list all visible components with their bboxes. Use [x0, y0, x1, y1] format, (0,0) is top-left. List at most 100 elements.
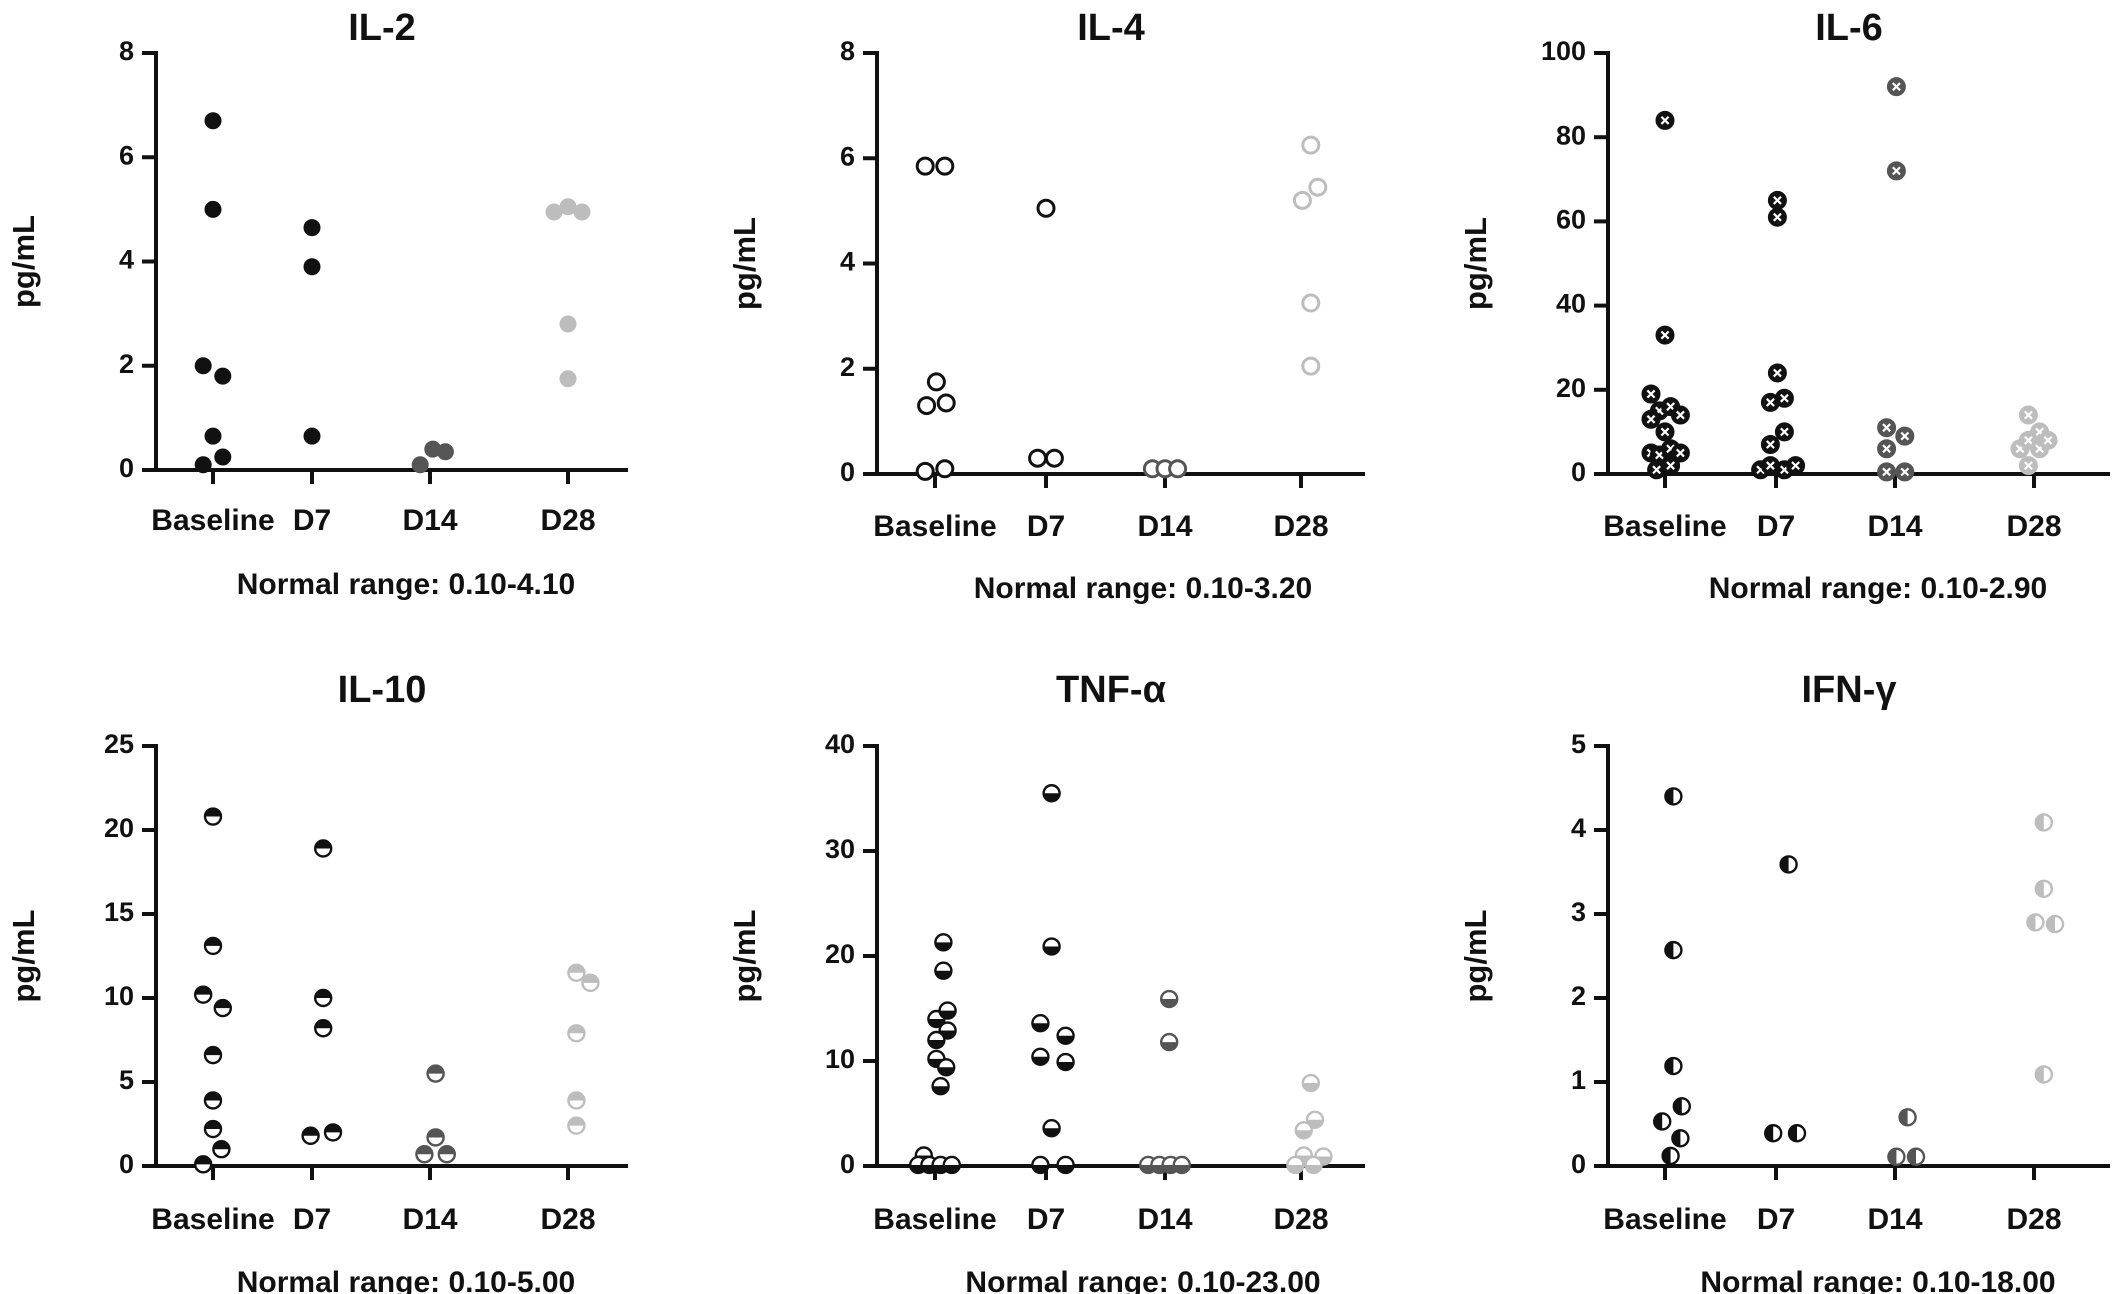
y-tick-label: 40	[1556, 289, 1586, 319]
y-tick-label: 20	[825, 939, 855, 969]
data-point-baseline	[931, 1076, 950, 1096]
y-tick-label: 5	[119, 1065, 134, 1095]
normal-range-note: Normal range: 0.10-5.00	[237, 1266, 575, 1294]
data-point-d7	[1056, 1155, 1075, 1175]
y-tick-label: 25	[104, 729, 134, 759]
y-tick-label: 0	[840, 1149, 855, 1179]
y-axis-label: pg/mL	[1458, 217, 1493, 310]
data-point-d7	[1031, 1047, 1050, 1067]
data-point-d7	[1042, 784, 1061, 803]
data-point-baseline	[203, 1119, 223, 1139]
x-tick-label: D28	[1273, 510, 1328, 543]
y-axis-label: pg/mL	[727, 217, 762, 310]
data-point-d14	[1877, 418, 1897, 438]
data-point-baseline	[193, 1155, 213, 1174]
panel-title: IL-4	[1077, 7, 1145, 49]
y-tick-label: 80	[1556, 120, 1586, 150]
x-tick-label: D7	[1027, 510, 1065, 543]
data-point-baseline	[1655, 422, 1675, 442]
x-tick-label: D28	[2006, 1203, 2061, 1236]
data-point-baseline	[204, 427, 222, 445]
data-points	[194, 112, 591, 474]
data-point-d7	[1044, 448, 1064, 468]
data-point-d28	[2038, 430, 2058, 450]
data-points	[1641, 77, 2058, 482]
y-tick-label: 3	[1571, 897, 1586, 927]
data-point-d14	[436, 443, 454, 461]
y-tick-label: 0	[840, 457, 855, 487]
data-point-baseline	[212, 1139, 231, 1159]
data-point-d28	[567, 963, 586, 982]
normal-range-note: Normal range: 0.10-23.00	[965, 1266, 1320, 1294]
y-tick-label: 0	[119, 453, 134, 483]
y-tick-label: 100	[1541, 36, 1586, 66]
y-tick-label: 10	[104, 981, 134, 1011]
data-point-d7	[303, 427, 321, 445]
panel-title: IL-6	[1815, 7, 1883, 49]
data-point-baseline	[214, 367, 232, 385]
data-point-baseline	[1661, 456, 1681, 476]
data-point-d7	[1056, 1026, 1075, 1046]
y-axis-label: pg/mL	[6, 910, 41, 1003]
data-points	[909, 784, 1333, 1175]
data-point-d7	[1056, 1052, 1075, 1072]
data-point-d28	[559, 315, 577, 333]
y-tick-label: 30	[825, 834, 855, 864]
normal-range-note: Normal range: 0.10-18.00	[1700, 1266, 2055, 1294]
x-tick-label: Baseline	[1603, 1203, 1726, 1236]
data-point-baseline	[204, 200, 222, 218]
y-tick-label: 5	[1571, 729, 1586, 759]
data-point-d14	[1877, 439, 1897, 459]
x-tick-label: Baseline	[1603, 510, 1726, 543]
data-point-d7	[1042, 937, 1061, 956]
panel-tnf: TNF-α pg/mL 0 10 20 30 40 Baseline D7 D14 D28 Norma…	[727, 669, 1365, 1294]
data-point-d28	[1294, 1121, 1314, 1140]
data-point-baseline	[203, 1045, 223, 1065]
data-point-baseline	[1641, 384, 1661, 404]
x-tick-label: D28	[540, 1203, 595, 1236]
data-points	[1652, 787, 2065, 1166]
data-point-d14	[1906, 1147, 1926, 1166]
data-point-d28	[2018, 456, 2038, 476]
normal-range-note: Normal range: 0.10-3.20	[974, 572, 1312, 605]
normal-range-note: Normal range: 0.10-2.90	[1709, 572, 2047, 605]
data-point-d28	[567, 1091, 586, 1110]
data-point-baseline	[926, 372, 946, 392]
data-point-d7	[1767, 363, 1787, 383]
data-point-baseline	[1664, 787, 1683, 806]
x-tick-label: Baseline	[151, 1203, 274, 1236]
x-tick-label: Baseline	[873, 510, 996, 543]
data-point-d28	[581, 973, 600, 993]
y-tick-label: 2	[119, 349, 134, 379]
data-point-d14	[426, 1128, 445, 1147]
data-point-d7	[1767, 207, 1787, 227]
y-tick-label: 4	[840, 247, 855, 277]
x-tick-label: D7	[1757, 1203, 1795, 1236]
data-point-d14	[1895, 426, 1915, 446]
data-point-baseline	[203, 1091, 223, 1110]
data-point-baseline	[1661, 1146, 1680, 1166]
data-point-baseline	[934, 961, 953, 980]
y-tick-label: 0	[1571, 1149, 1586, 1179]
x-tick-label: D28	[540, 504, 595, 537]
y-tick-label: 40	[825, 729, 855, 759]
data-point-baseline	[194, 456, 212, 474]
x-tick-label: D7	[293, 1203, 331, 1236]
data-point-d28	[1292, 190, 1312, 210]
data-point-baseline	[927, 1030, 946, 1050]
data-point-d14	[1159, 1032, 1179, 1052]
y-axis-label: pg/mL	[727, 910, 762, 1003]
x-tick-label: D7	[293, 504, 331, 537]
data-point-baseline	[935, 459, 955, 479]
data-point-d28	[1301, 356, 1321, 376]
data-point-baseline	[1655, 325, 1675, 345]
data-point-baseline	[203, 807, 223, 826]
x-tick-label: D28	[1273, 1203, 1328, 1236]
data-point-d28	[2034, 879, 2054, 898]
data-points	[193, 807, 600, 1174]
data-point-baseline	[204, 112, 222, 130]
data-point-d7	[314, 988, 333, 1008]
data-point-baseline	[917, 396, 937, 416]
data-point-d14	[1898, 1108, 1917, 1127]
